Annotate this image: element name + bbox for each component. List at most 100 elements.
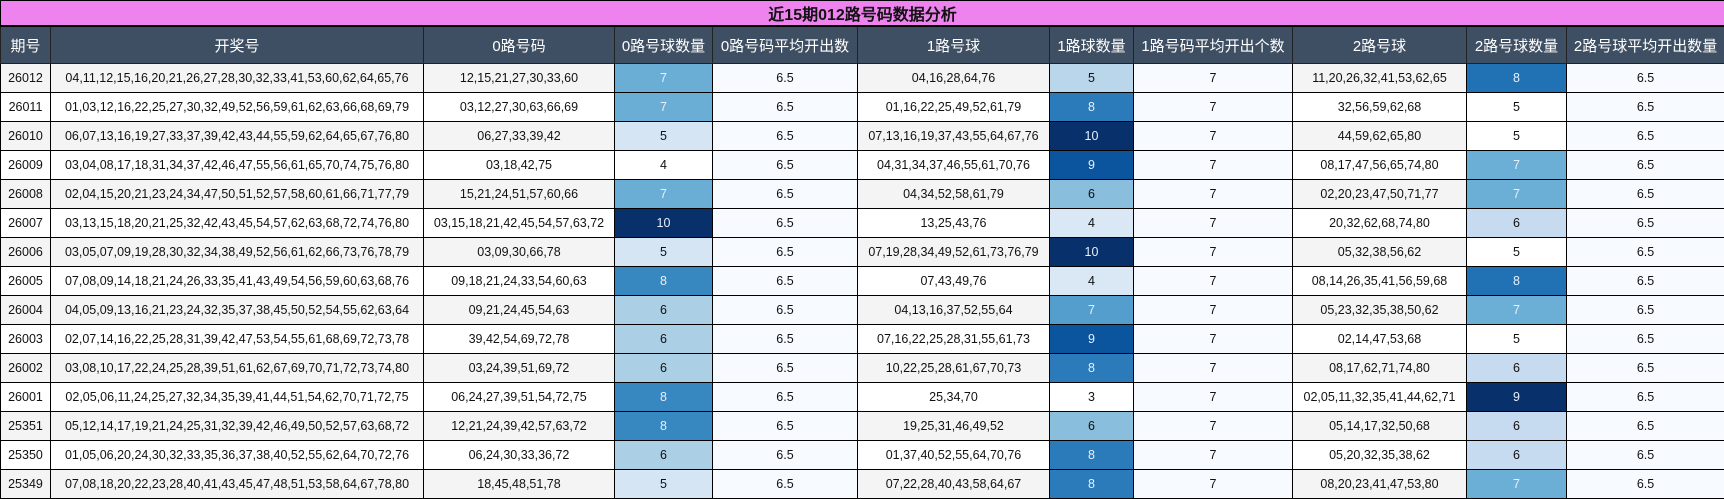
draw-numbers-cell: 04,11,12,15,16,20,21,26,27,28,30,32,33,4… [50, 63, 424, 93]
table-row: 26002 03,08,10,17,22,24,25,28,39,51,61,62… [0, 353, 1724, 383]
table-row: 26008 02,04,15,20,21,23,24,34,47,50,51,52… [0, 179, 1724, 209]
route0-average-cell: 6.5 [712, 237, 858, 267]
column-header[interactable]: 1路球数量 [1049, 25, 1134, 64]
column-header[interactable]: 期号 [0, 25, 51, 64]
route2-numbers-cell: 08,14,26,35,41,56,59,68 [1292, 266, 1467, 296]
route1-count-cell: 8 [1049, 469, 1134, 499]
route1-numbers-cell: 07,22,28,40,43,58,64,67 [857, 469, 1050, 499]
route1-count-cell: 7 [1049, 295, 1134, 325]
route0-numbers-cell: 15,21,24,51,57,60,66 [423, 179, 615, 209]
table-row: 26009 03,04,08,17,18,31,34,37,42,46,47,55… [0, 150, 1724, 180]
route1-count-cell: 4 [1049, 266, 1134, 296]
route2-average-cell: 6.5 [1565, 237, 1724, 267]
issue-cell: 26004 [0, 295, 51, 325]
table-row: 26003 02,07,14,16,22,25,28,31,39,42,47,53… [0, 324, 1724, 354]
route0-count-cell: 8 [614, 411, 713, 441]
route2-numbers-cell: 05,32,38,56,62 [1292, 237, 1467, 267]
route2-count-cell: 5 [1466, 237, 1567, 267]
route2-count-cell: 8 [1466, 266, 1567, 296]
route1-numbers-cell: 04,34,52,58,61,79 [857, 179, 1050, 209]
route0-numbers-cell: 12,15,21,27,30,33,60 [423, 63, 615, 93]
route1-count-cell: 9 [1049, 150, 1134, 180]
table-row: 26011 01,03,12,16,22,25,27,30,32,49,52,56… [0, 92, 1724, 122]
column-header[interactable]: 2路号球 [1292, 25, 1467, 64]
route2-numbers-cell: 08,17,47,56,65,74,80 [1292, 150, 1467, 180]
column-header[interactable]: 开奖号 [50, 25, 424, 64]
route1-numbers-cell: 19,25,31,46,49,52 [857, 411, 1050, 441]
route0-numbers-cell: 18,45,48,51,78 [423, 469, 615, 499]
route0-numbers-cell: 06,27,33,39,42 [423, 121, 615, 151]
route0-numbers-cell: 39,42,54,69,72,78 [423, 324, 615, 354]
route0-numbers-cell: 12,21,24,39,42,57,63,72 [423, 411, 615, 441]
table-row: 25350 01,05,06,20,24,30,32,33,35,36,37,38… [0, 440, 1724, 470]
route1-average-cell: 7 [1133, 179, 1293, 209]
route2-average-cell: 6.5 [1565, 353, 1724, 383]
route0-numbers-cell: 03,12,27,30,63,66,69 [423, 92, 615, 122]
route0-average-cell: 6.5 [712, 63, 858, 93]
column-header[interactable]: 1路号码平均开出个数 [1133, 25, 1293, 64]
table-row: 25349 07,08,18,20,22,23,28,40,41,43,45,47… [0, 469, 1724, 499]
draw-numbers-cell: 02,05,06,11,24,25,27,32,34,35,39,41,44,5… [50, 382, 424, 412]
draw-numbers-cell: 07,08,18,20,22,23,28,40,41,43,45,47,48,5… [50, 469, 424, 499]
route1-numbers-cell: 07,16,22,25,28,31,55,61,73 [857, 324, 1050, 354]
route2-numbers-cell: 05,14,17,32,50,68 [1292, 411, 1467, 441]
issue-cell: 25351 [0, 411, 51, 441]
column-header[interactable]: 0路号码平均开出数 [712, 25, 858, 64]
route2-count-cell: 7 [1466, 150, 1567, 180]
route1-average-cell: 7 [1133, 324, 1293, 354]
route0-count-cell: 6 [614, 295, 713, 325]
route2-count-cell: 9 [1466, 382, 1567, 412]
route2-average-cell: 6.5 [1565, 266, 1724, 296]
route1-average-cell: 7 [1133, 411, 1293, 441]
route0-average-cell: 6.5 [712, 121, 858, 151]
draw-numbers-cell: 01,05,06,20,24,30,32,33,35,36,37,38,40,5… [50, 440, 424, 470]
route1-numbers-cell: 04,16,28,64,76 [857, 63, 1050, 93]
route2-average-cell: 6.5 [1565, 150, 1724, 180]
route1-count-cell: 8 [1049, 353, 1134, 383]
route2-average-cell: 6.5 [1565, 121, 1724, 151]
route2-average-cell: 6.5 [1565, 382, 1724, 412]
column-header[interactable]: 2路号球数量 [1466, 25, 1567, 64]
route2-numbers-cell: 05,20,32,35,38,62 [1292, 440, 1467, 470]
route1-numbers-cell: 13,25,43,76 [857, 208, 1050, 238]
route1-average-cell: 7 [1133, 266, 1293, 296]
route2-count-cell: 8 [1466, 63, 1567, 93]
draw-numbers-cell: 03,05,07,09,19,28,30,32,34,38,49,52,56,6… [50, 237, 424, 267]
route2-numbers-cell: 32,56,59,62,68 [1292, 92, 1467, 122]
column-header[interactable]: 2路号球平均开出数量 [1565, 25, 1724, 64]
route0-count-cell: 5 [614, 121, 713, 151]
route1-average-cell: 7 [1133, 150, 1293, 180]
route2-numbers-cell: 02,14,47,53,68 [1292, 324, 1467, 354]
table-row: 26004 04,05,09,13,16,21,23,24,32,35,37,38… [0, 295, 1724, 325]
route1-average-cell: 7 [1133, 63, 1293, 93]
route1-numbers-cell: 07,13,16,19,37,43,55,64,67,76 [857, 121, 1050, 151]
draw-numbers-cell: 07,08,09,14,18,21,24,26,33,35,41,43,49,5… [50, 266, 424, 296]
draw-numbers-cell: 06,07,13,16,19,27,33,37,39,42,43,44,55,5… [50, 121, 424, 151]
column-header[interactable]: 0路号码 [423, 25, 615, 64]
draw-numbers-cell: 03,13,15,18,20,21,25,32,42,43,45,54,57,6… [50, 208, 424, 238]
route2-count-cell: 5 [1466, 92, 1567, 122]
route1-numbers-cell: 10,22,25,28,61,67,70,73 [857, 353, 1050, 383]
table-body: 26012 04,11,12,15,16,20,21,26,27,28,30,32… [0, 63, 1724, 499]
route2-average-cell: 6.5 [1565, 208, 1724, 238]
route1-count-cell: 9 [1049, 324, 1134, 354]
route2-count-cell: 6 [1466, 411, 1567, 441]
column-header[interactable]: 0路号球数量 [614, 25, 713, 64]
table-title: 近15期012路号码数据分析 [0, 0, 1724, 27]
route0-count-cell: 8 [614, 266, 713, 296]
route2-average-cell: 6.5 [1565, 179, 1724, 209]
route0-count-cell: 6 [614, 353, 713, 383]
route2-average-cell: 6.5 [1565, 411, 1724, 441]
route0-average-cell: 6.5 [712, 353, 858, 383]
route1-count-cell: 8 [1049, 440, 1134, 470]
route0-average-cell: 6.5 [712, 295, 858, 325]
route1-numbers-cell: 04,31,34,37,46,55,61,70,76 [857, 150, 1050, 180]
column-header[interactable]: 1路号球 [857, 25, 1050, 64]
route2-count-cell: 7 [1466, 295, 1567, 325]
route1-average-cell: 7 [1133, 440, 1293, 470]
route2-average-cell: 6.5 [1565, 63, 1724, 93]
issue-cell: 26009 [0, 150, 51, 180]
route1-average-cell: 7 [1133, 295, 1293, 325]
route0-average-cell: 6.5 [712, 411, 858, 441]
